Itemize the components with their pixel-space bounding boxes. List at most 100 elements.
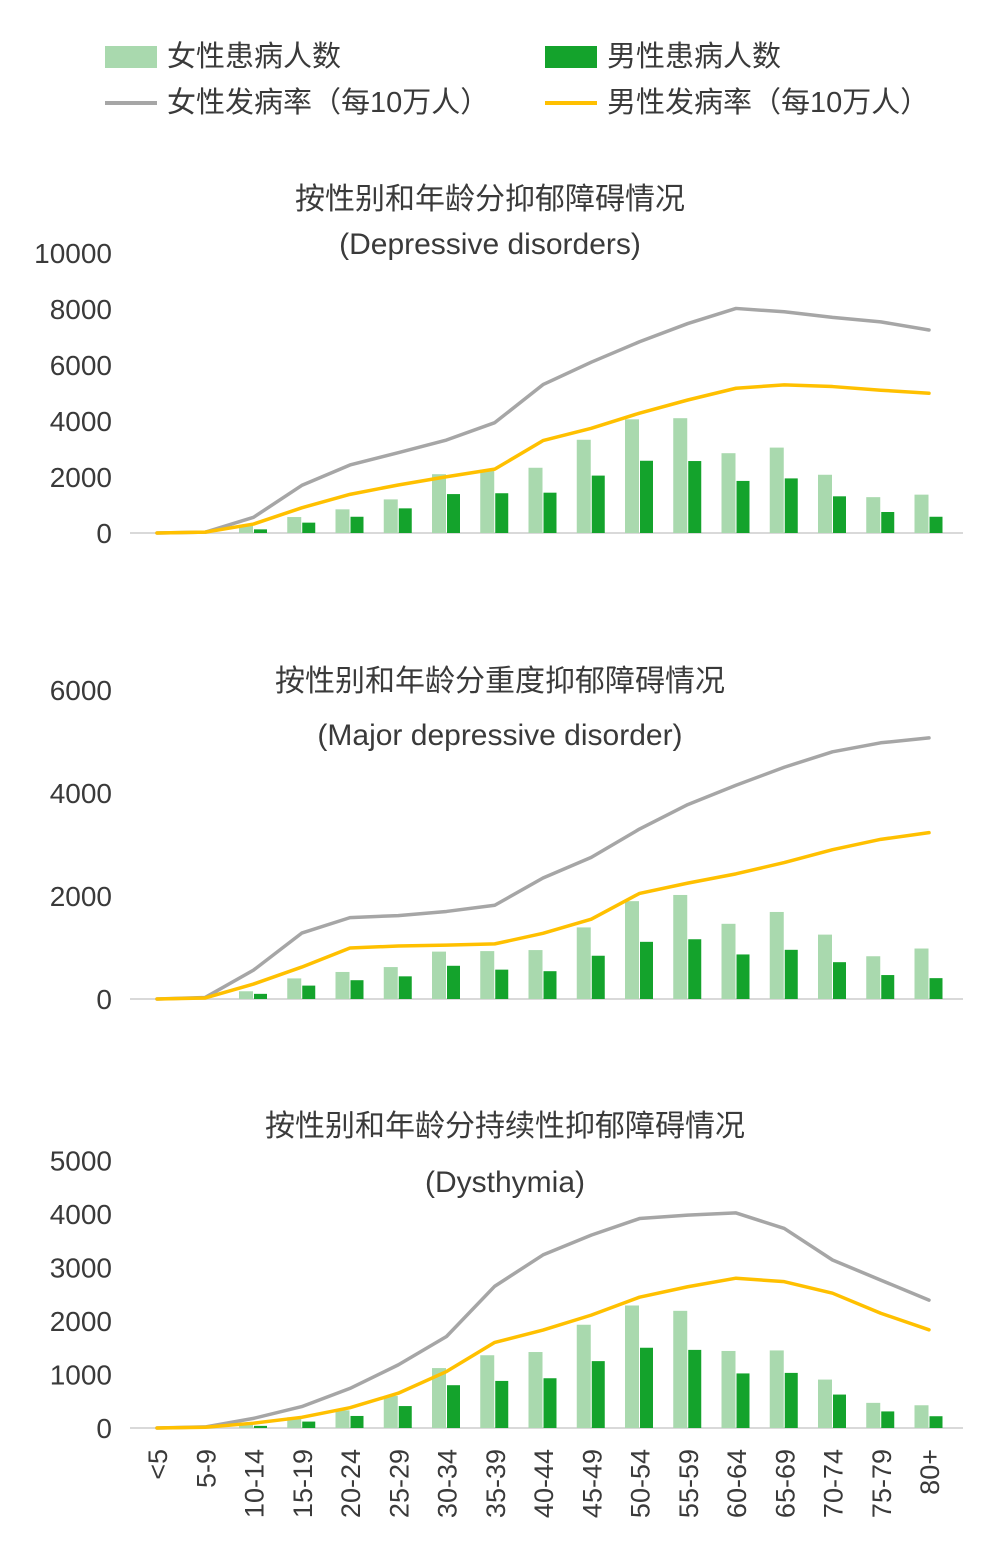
bar-male-cases-80+ [929,1416,943,1428]
bar-male-cases-15-19 [302,1421,316,1428]
bar-female-cases-35-39 [480,469,495,533]
y-tick-label: 2000 [50,462,112,493]
bar-male-cases-15-19 [302,985,316,999]
bar-male-cases-30-34 [447,494,460,533]
bar-male-cases-70-74 [833,496,846,533]
y-tick-label: 4000 [50,1199,112,1230]
bar-male-cases-65-69 [784,1372,798,1428]
bar-male-cases-25-29 [398,1406,412,1428]
x-tick-label-25-29: 25-29 [384,1449,414,1518]
y-tick-label: 10000 [34,238,112,269]
x-tick-label-<5: <5 [143,1449,173,1480]
bar-female-cases-60-64 [721,923,736,999]
bar-male-cases-80+ [929,516,943,533]
bar-female-cases-45-49 [576,927,591,999]
x-tick-label-70-74: 70-74 [819,1449,849,1518]
bar-male-cases-70-74 [833,1394,846,1428]
y-tick-label: 0 [96,984,112,1015]
x-tick-label-20-24: 20-24 [336,1449,366,1518]
bar-male-cases-35-39 [495,1380,509,1428]
bar-female-cases-20-24 [335,509,350,533]
bar-male-cases-55-59 [688,461,702,533]
male-rate-swatch-icon [545,101,597,105]
chart-title: 按性别和年龄分抑郁障碍情况 [295,183,685,216]
bar-male-cases-50-54 [640,941,653,999]
bar-male-cases-65-69 [784,949,798,999]
bar-male-cases-30-34 [447,1385,460,1428]
bar-female-cases-70-74 [818,474,832,533]
bar-male-cases-60-64 [736,480,750,533]
bar-male-cases-40-44 [543,1378,557,1428]
bar-male-cases-25-29 [398,976,412,999]
male-cases-swatch-icon [545,46,597,68]
bar-female-cases-30-34 [432,1368,446,1428]
female-rate-line [155,306,931,535]
y-tick-label: 2000 [50,881,112,912]
bar-female-cases-55-59 [673,1310,688,1428]
bar-female-cases-25-29 [383,967,398,999]
bar-female-cases-40-44 [528,1352,543,1428]
bar-female-cases-75-79 [866,1402,881,1428]
male-rate-line [155,830,931,1001]
x-tick-label-5-9: 5-9 [191,1449,221,1488]
y-tick-label: 5000 [50,1146,112,1177]
bar-male-cases-45-49 [591,1361,605,1428]
bar-male-cases-40-44 [543,971,557,999]
legend-label-male-cases: 男性患病人数 [607,40,782,73]
bar-male-cases-15-19 [302,522,316,533]
bar-female-cases-45-49 [576,1324,591,1428]
bar-male-cases-60-64 [736,1373,750,1428]
bar-male-cases-50-54 [640,1347,653,1428]
bar-male-cases-10-14 [254,993,267,999]
bar-male-cases-45-49 [591,475,605,533]
bar-female-cases-50-54 [625,419,639,533]
bar-male-cases-25-29 [398,508,412,533]
bar-male-cases-20-24 [350,1415,364,1428]
x-tick-label-45-49: 45-49 [577,1449,607,1518]
x-tick-label-50-54: 50-54 [626,1449,656,1518]
legend-item-female-rate: 女性发病率（每10万人） [105,86,489,120]
y-tick-label: 4000 [50,406,112,437]
y-tick-label: 3000 [50,1253,112,1284]
bar-female-cases-80+ [914,1405,929,1428]
bar-female-cases-40-44 [528,467,543,533]
bar-female-cases-25-29 [383,499,398,533]
chart-title: 按性别和年龄分持续性抑郁障碍情况 [265,1110,745,1143]
chart-title: 按性别和年龄分重度抑郁障碍情况 [275,665,725,698]
bar-male-cases-10-14 [254,529,267,533]
x-tick-label-60-64: 60-64 [722,1449,752,1518]
bar-female-cases-55-59 [673,418,688,533]
bar-female-cases-60-64 [721,1350,736,1428]
chart-panel-1: 0 2000 4000 6000 8000 10000 按性别和年龄分抑郁障碍情况 (Depr… [34,183,963,549]
bar-male-cases-45-49 [591,955,605,999]
bar-female-cases-30-34 [432,474,446,533]
y-tick-label: 8000 [50,294,112,325]
bar-male-cases-50-54 [640,460,653,533]
bar-female-cases-70-74 [818,934,832,999]
chart-subtitle: (Depressive disorders) [339,228,641,261]
chart-panel-3: 0 1000 2000 3000 4000 5000 按性别和年龄分持续性抑郁障碍情况 (Dy… [50,1110,963,1444]
bar-female-cases-35-39 [480,951,495,999]
legend-item-male-cases: 男性患病人数 [545,40,781,74]
bar-male-cases-65-69 [784,478,798,533]
bar-female-cases-70-74 [818,1379,832,1428]
bar-female-cases-10-14 [239,1424,253,1428]
bar-male-cases-75-79 [881,1411,895,1428]
female-rate-swatch-icon [105,101,157,105]
x-tick-label-80+: 80+ [915,1449,945,1495]
bar-male-cases-55-59 [688,939,702,999]
bar-female-cases-65-69 [769,1350,784,1428]
x-tick-label-40-44: 40-44 [529,1449,559,1518]
legend-label-male-rate: 男性发病率（每10万人） [607,86,930,119]
bar-female-cases-75-79 [866,497,881,533]
female-rate-line [155,736,931,1001]
bar-male-cases-35-39 [495,493,509,533]
bar-female-cases-15-19 [287,517,302,533]
y-tick-label: 0 [96,518,112,549]
bar-female-cases-60-64 [721,453,736,533]
legend-item-female-cases: 女性患病人数 [105,40,341,74]
x-tick-label-15-19: 15-19 [288,1449,318,1518]
bar-male-cases-35-39 [495,969,509,999]
bar-female-cases-10-14 [239,525,253,533]
